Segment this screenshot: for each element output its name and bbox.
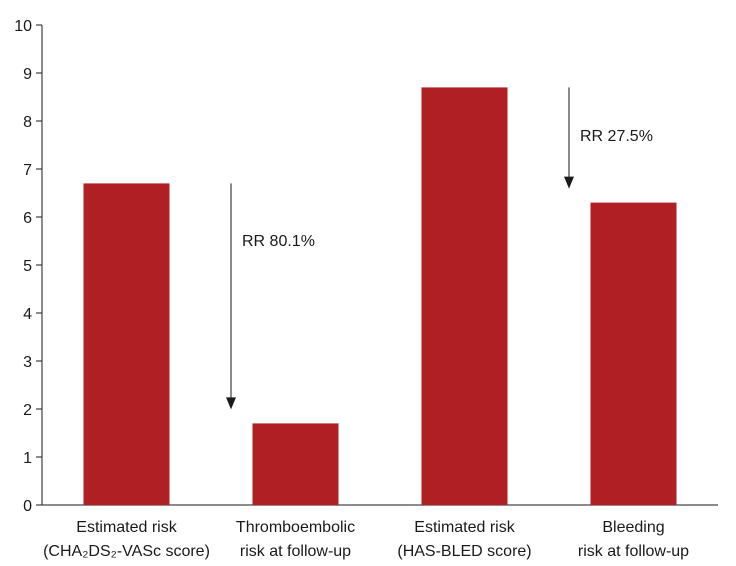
category-label-line: Thromboembolic: [236, 519, 355, 536]
bar: [421, 87, 508, 506]
y-tick-label: 10: [14, 18, 32, 35]
category-label-line: Estimated risk: [414, 519, 515, 536]
category-labels: Estimated risk (CHA₂DS₂-VASc score) Thromb…: [43, 519, 689, 560]
category-label: Bleeding risk at follow-up: [578, 519, 689, 560]
category-label-line: (CHA₂DS₂-VASc score): [43, 543, 210, 560]
annotations: RR 80.1% RR 27.5%: [226, 87, 653, 410]
y-tick-label: 6: [23, 210, 32, 227]
y-tick-label: 1: [23, 450, 32, 467]
y-axis: 0 1 2 3 4 5 6 7 8 9 10: [14, 18, 43, 515]
rr-label: RR 27.5%: [580, 128, 653, 145]
arrow-head: [226, 397, 236, 410]
category-label-line: Bleeding: [602, 519, 664, 536]
category-label: Thromboembolic risk at follow-up: [236, 519, 355, 560]
category-label: Estimated risk (CHA₂DS₂-VASc score): [43, 519, 210, 560]
y-tick-label: 0: [23, 498, 32, 515]
category-label: Estimated risk (HAS-BLED score): [397, 519, 531, 560]
y-tick-label: 2: [23, 402, 32, 419]
bar: [590, 202, 677, 505]
y-tick-label: 8: [23, 114, 32, 131]
y-tick-label: 7: [23, 162, 32, 179]
y-tick-label: 4: [23, 306, 32, 323]
rr-label: RR 80.1%: [242, 233, 315, 250]
arrow-head: [564, 176, 574, 189]
bar: [252, 423, 339, 505]
category-label-line: (HAS-BLED score): [397, 543, 531, 560]
category-label-line: risk at follow-up: [240, 543, 351, 560]
category-label-line: Estimated risk: [76, 519, 177, 536]
y-tick-label: 9: [23, 66, 32, 83]
y-tick-label: 3: [23, 354, 32, 371]
bar: [83, 183, 170, 505]
category-label-line: risk at follow-up: [578, 543, 689, 560]
y-tick-label: 5: [23, 258, 32, 275]
bars: [83, 87, 677, 506]
